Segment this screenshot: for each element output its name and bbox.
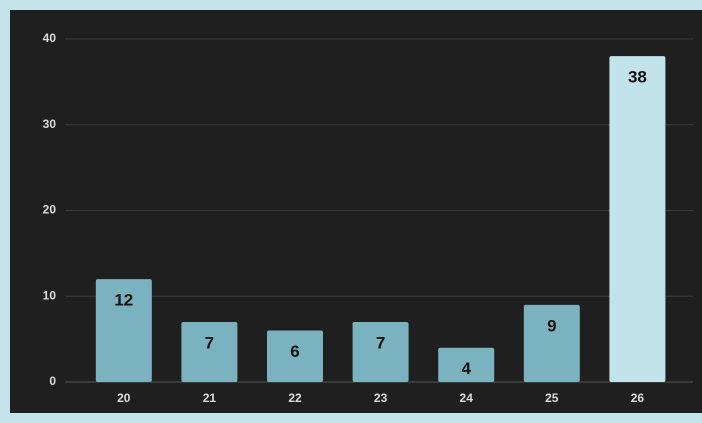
bar <box>609 56 666 383</box>
x-tick-label: 25 <box>545 391 559 405</box>
data-label: 6 <box>290 342 299 361</box>
bar <box>95 279 152 382</box>
data-label: 12 <box>114 291 133 310</box>
y-tick-label: 0 <box>49 374 56 388</box>
y-tick-label: 10 <box>43 288 57 302</box>
y-tick-label: 30 <box>43 117 57 131</box>
data-label: 38 <box>628 68 647 87</box>
x-tick-label: 24 <box>460 391 474 405</box>
bar <box>438 347 495 382</box>
x-tick-label: 23 <box>374 391 388 405</box>
bar <box>181 321 238 382</box>
x-tick-label: 20 <box>117 391 131 405</box>
data-label: 7 <box>376 333 385 352</box>
data-label: 7 <box>205 333 214 352</box>
bar <box>267 330 323 382</box>
y-tick-label: 40 <box>43 31 57 45</box>
y-tick-label: 20 <box>43 203 57 217</box>
bar <box>352 321 409 382</box>
x-tick-label: 26 <box>631 391 645 405</box>
data-label: 4 <box>461 359 471 378</box>
data-label: 9 <box>547 316 556 335</box>
x-tick-label: 21 <box>203 391 217 405</box>
bar <box>523 304 580 382</box>
x-tick-label: 22 <box>288 391 302 405</box>
